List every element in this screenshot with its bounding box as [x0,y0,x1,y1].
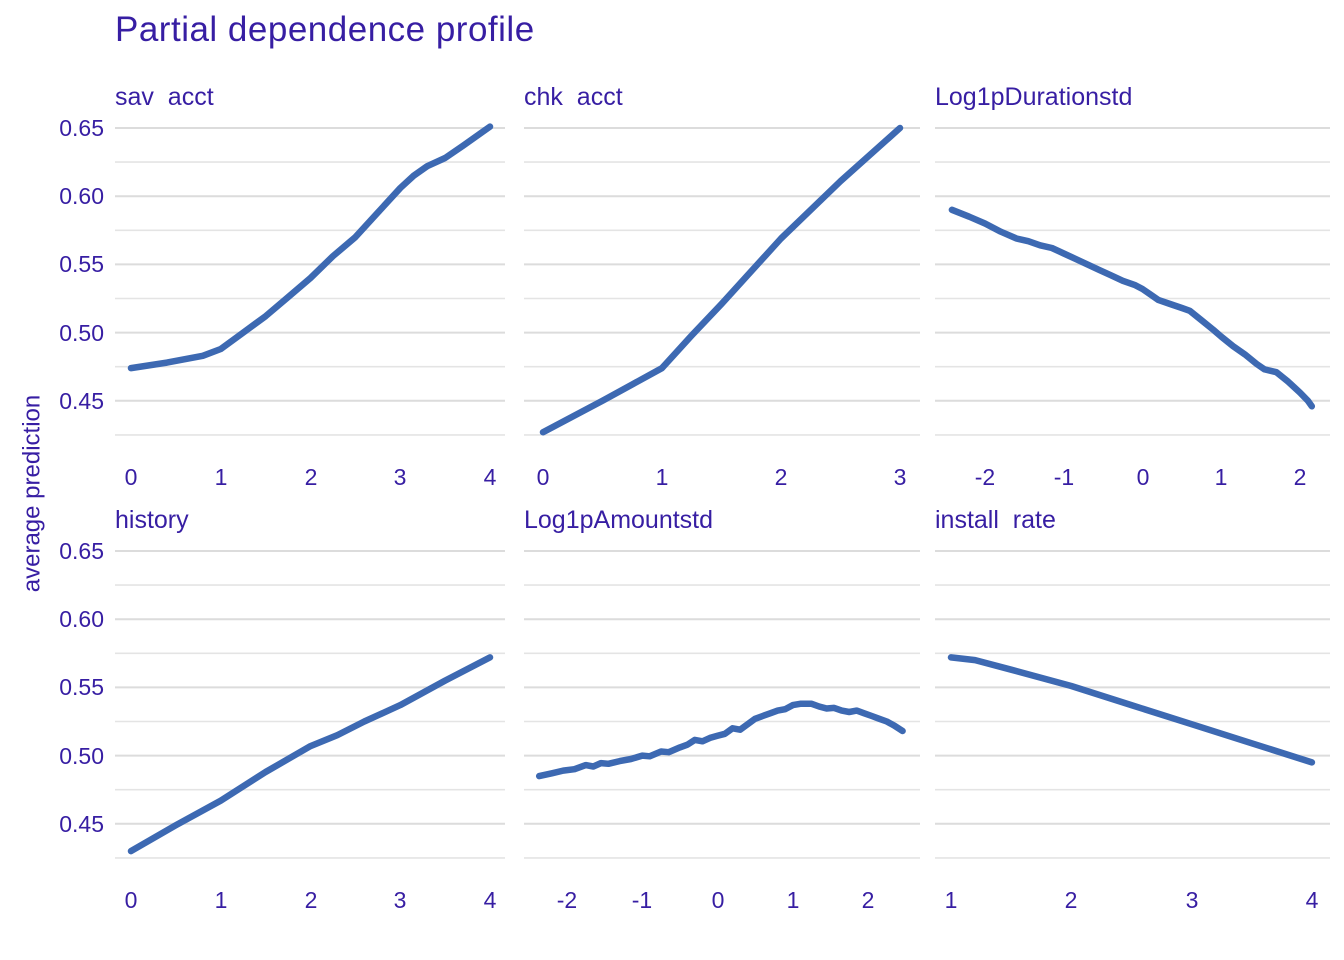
x-tick-label: 0 [1136,464,1150,490]
x-tick-label: 0 [536,464,550,490]
x-tick-label: 4 [483,887,497,913]
y-tick-label: 0.60 [59,183,104,209]
chart-title: Partial dependence profile [115,10,535,49]
facet-title-log1pamountstd: Log1pAmountstd [524,506,714,534]
x-tick-label: 1 [944,887,958,913]
profile-line-log1pdurationstd [948,206,1316,410]
profile-line-install-rate [947,654,1316,766]
y-tick-label: 0.65 [59,115,104,141]
x-tick-label: 1 [214,887,228,913]
profile-line-history [127,654,494,855]
profile-line-sav-acct [127,123,494,372]
panel-history [115,550,505,859]
panel-log1pamountstd [524,550,920,859]
y-tick-label: 0.55 [59,674,104,700]
facet-title-install-rate: install rate [935,506,1056,534]
y-tick-label: 0.45 [59,388,104,414]
x-tick-label: 1 [786,887,800,913]
x-tick-label: 1 [1214,464,1228,490]
x-tick-label: 2 [304,887,318,913]
x-tick-label: 2 [1064,887,1078,913]
x-tick-label: 0 [124,464,138,490]
x-tick-label: -1 [1053,464,1075,490]
x-tick-label: 0 [124,887,138,913]
facet-title-history: history [115,506,189,534]
x-tick-label: -1 [631,887,653,913]
x-tick-label: 2 [304,464,318,490]
x-tick-label: -2 [556,887,578,913]
panel-chk-acct [524,124,920,436]
x-tick-label: 3 [1185,887,1199,913]
profile-line-log1pamountstd [535,700,906,780]
x-tick-label: 3 [393,887,407,913]
panel-log1pdurationstd [935,127,1330,436]
y-tick-label: 0.60 [59,606,104,632]
facet-title-chk-acct: chk acct [524,83,623,111]
x-tick-label: 3 [893,464,907,490]
x-tick-label: 2 [774,464,788,490]
x-tick-label: 4 [483,464,497,490]
x-tick-label: 2 [861,887,875,913]
profile-line-chk-acct [539,124,904,436]
facet-title-log1pdurationstd: Log1pDurationstd [935,83,1133,111]
panel-sav-acct [115,123,505,436]
y-tick-label: 0.45 [59,811,104,837]
x-tick-label: 1 [214,464,228,490]
x-tick-label: 0 [711,887,725,913]
x-tick-label: -2 [974,464,996,490]
y-tick-label: 0.50 [59,320,104,346]
facet-title-sav-acct: sav acct [115,83,214,111]
x-tick-label: 1 [655,464,669,490]
y-tick-label: 0.55 [59,251,104,277]
panel-install-rate [935,550,1330,859]
x-tick-label: 2 [1293,464,1307,490]
y-tick-label: 0.65 [59,538,104,564]
x-tick-label: 4 [1305,887,1319,913]
x-tick-label: 3 [393,464,407,490]
y-tick-label: 0.50 [59,743,104,769]
